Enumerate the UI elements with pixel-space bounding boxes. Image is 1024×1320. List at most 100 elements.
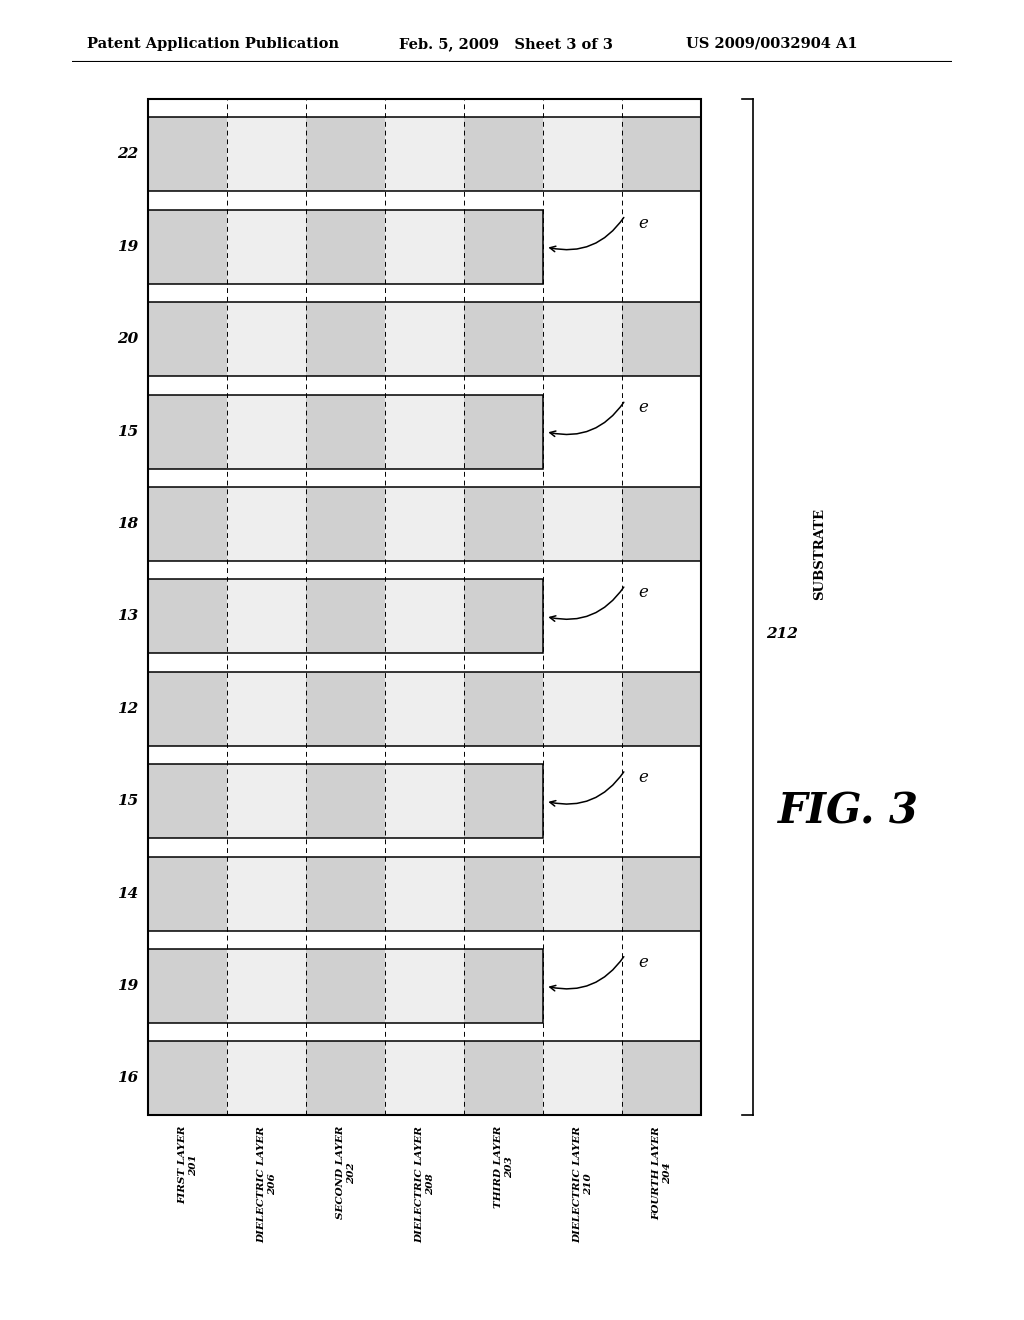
Text: Patent Application Publication: Patent Application Publication xyxy=(87,37,339,51)
Bar xyxy=(148,1041,701,1115)
Bar xyxy=(465,672,544,746)
Text: SUBSTRATE: SUBSTRATE xyxy=(813,508,825,601)
Bar xyxy=(465,117,544,191)
Bar xyxy=(148,117,701,191)
Text: FIRST LAYER
201: FIRST LAYER 201 xyxy=(178,1126,198,1204)
Bar xyxy=(306,579,385,653)
Bar xyxy=(148,764,544,838)
Bar xyxy=(385,949,465,1023)
Bar xyxy=(148,99,701,1115)
Bar xyxy=(385,302,465,376)
Bar xyxy=(385,579,465,653)
Text: e: e xyxy=(639,585,648,601)
Bar xyxy=(385,210,465,284)
Text: 14: 14 xyxy=(117,887,138,900)
Bar xyxy=(385,395,465,469)
Bar xyxy=(465,579,544,653)
Bar xyxy=(306,302,385,376)
Text: 22: 22 xyxy=(117,148,138,161)
Bar xyxy=(148,302,227,376)
Text: 19: 19 xyxy=(117,240,138,253)
Text: SECOND LAYER
202: SECOND LAYER 202 xyxy=(336,1126,355,1220)
Bar xyxy=(148,857,701,931)
Bar xyxy=(465,302,544,376)
Bar xyxy=(623,672,701,746)
Text: 15: 15 xyxy=(117,795,138,808)
Bar xyxy=(465,487,544,561)
Bar xyxy=(544,487,623,561)
Text: 12: 12 xyxy=(117,702,138,715)
Bar xyxy=(148,487,701,561)
Bar xyxy=(465,857,544,931)
Bar xyxy=(148,210,227,284)
Bar xyxy=(385,764,465,838)
Bar xyxy=(227,487,306,561)
Bar xyxy=(623,1041,701,1115)
Bar xyxy=(544,1041,623,1115)
Bar xyxy=(623,487,701,561)
Bar xyxy=(306,117,385,191)
Bar xyxy=(148,672,227,746)
Bar xyxy=(148,949,227,1023)
Bar xyxy=(227,672,306,746)
Bar xyxy=(306,764,385,838)
Text: 16: 16 xyxy=(117,1072,138,1085)
Text: FOURTH LAYER
204: FOURTH LAYER 204 xyxy=(652,1126,672,1220)
Bar xyxy=(227,117,306,191)
Bar xyxy=(227,579,306,653)
Bar xyxy=(227,302,306,376)
Bar xyxy=(544,857,623,931)
Bar xyxy=(148,1041,227,1115)
Text: DIELECTRIC LAYER
208: DIELECTRIC LAYER 208 xyxy=(416,1126,434,1243)
Text: 212: 212 xyxy=(766,627,798,640)
Bar xyxy=(465,949,544,1023)
Bar xyxy=(306,395,385,469)
Bar xyxy=(148,579,544,653)
Bar xyxy=(148,764,227,838)
Bar xyxy=(465,1041,544,1115)
Bar xyxy=(148,395,227,469)
Bar xyxy=(385,1041,465,1115)
Bar xyxy=(544,117,623,191)
Bar xyxy=(148,395,544,469)
Bar xyxy=(148,210,544,284)
Bar xyxy=(227,857,306,931)
Bar xyxy=(227,1041,306,1115)
Bar xyxy=(465,764,544,838)
Bar xyxy=(227,764,306,838)
Bar xyxy=(148,949,544,1023)
Text: e: e xyxy=(639,954,648,970)
Bar xyxy=(623,302,701,376)
Bar xyxy=(227,949,306,1023)
Bar xyxy=(148,117,227,191)
Text: US 2009/0032904 A1: US 2009/0032904 A1 xyxy=(686,37,858,51)
Bar xyxy=(148,672,701,746)
Bar xyxy=(306,949,385,1023)
Bar xyxy=(385,487,465,561)
Bar xyxy=(306,672,385,746)
Bar xyxy=(227,395,306,469)
Bar xyxy=(227,210,306,284)
Text: 15: 15 xyxy=(117,425,138,438)
Bar xyxy=(385,857,465,931)
Bar xyxy=(465,395,544,469)
Bar xyxy=(306,1041,385,1115)
Text: e: e xyxy=(639,400,648,416)
Bar xyxy=(623,857,701,931)
Text: e: e xyxy=(639,770,648,785)
Bar xyxy=(306,487,385,561)
Bar xyxy=(306,857,385,931)
Bar xyxy=(544,672,623,746)
Text: 20: 20 xyxy=(117,333,138,346)
Text: 19: 19 xyxy=(117,979,138,993)
Text: DIELECTRIC LAYER
210: DIELECTRIC LAYER 210 xyxy=(573,1126,593,1243)
Bar xyxy=(306,210,385,284)
Bar xyxy=(544,302,623,376)
Bar xyxy=(385,117,465,191)
Bar xyxy=(148,857,227,931)
Bar xyxy=(465,210,544,284)
Bar xyxy=(623,117,701,191)
Text: e: e xyxy=(639,215,648,231)
Text: THIRD LAYER
203: THIRD LAYER 203 xyxy=(495,1126,514,1208)
Text: 13: 13 xyxy=(117,610,138,623)
